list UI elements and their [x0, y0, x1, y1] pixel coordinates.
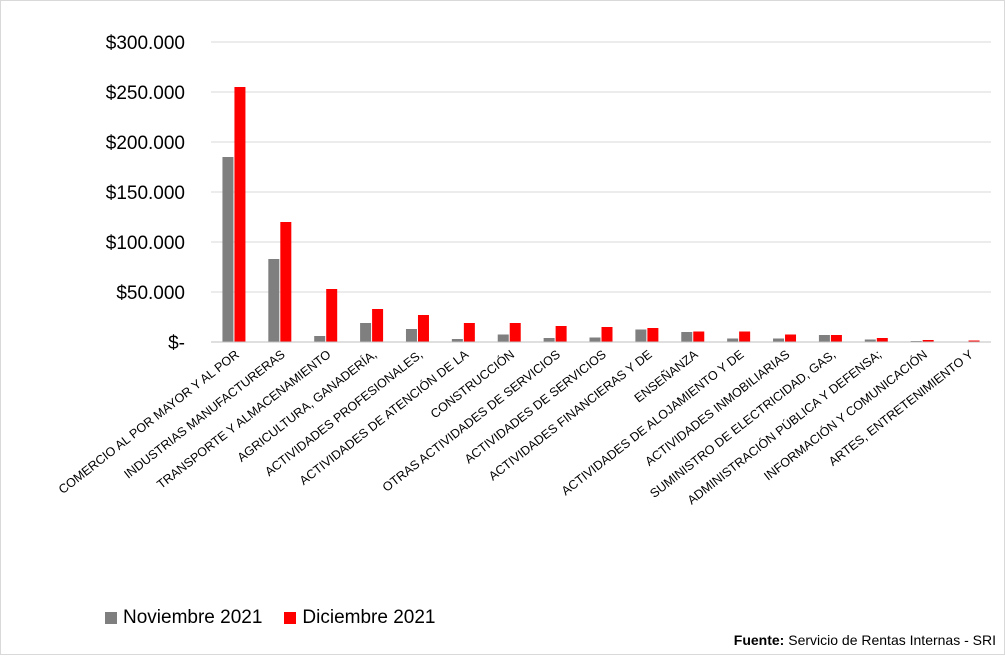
bar-noviembre — [589, 337, 601, 342]
bar-diciembre — [463, 323, 475, 342]
legend-label-noviembre: Noviembre 2021 — [123, 607, 263, 628]
bar-diciembre — [234, 87, 246, 342]
bar-diciembre — [785, 334, 797, 342]
bar-noviembre — [864, 339, 876, 342]
y-tick-label: $- — [168, 333, 185, 354]
bar-diciembre — [326, 289, 338, 342]
y-tick-label: $150.000 — [106, 183, 185, 204]
y-tick-label: $50.000 — [116, 283, 185, 304]
bar-noviembre — [727, 338, 739, 342]
bar-noviembre — [451, 339, 463, 342]
y-tick-label: $100.000 — [106, 233, 185, 254]
x-tick-label: ACTIVIDADES DE ATENCIÓN DE LA — [296, 346, 471, 488]
bar-diciembre — [922, 340, 934, 342]
bar-diciembre — [509, 323, 521, 342]
bar-noviembre — [314, 336, 326, 342]
bar-noviembre — [681, 332, 693, 342]
source-text: Servicio de Rentas Internas - SRI — [784, 632, 996, 648]
y-tick-label: $300.000 — [106, 33, 185, 54]
bar-diciembre — [417, 315, 429, 342]
bar-noviembre — [543, 338, 555, 342]
x-tick-label: CONSTRUCCIÓN — [427, 347, 517, 422]
bar-noviembre — [268, 259, 280, 342]
bar-noviembre — [405, 329, 417, 342]
legend-swatch-diciembre — [284, 612, 297, 624]
bar-diciembre — [601, 327, 613, 342]
legend-label-diciembre: Diciembre 2021 — [302, 607, 436, 628]
bar-diciembre — [739, 331, 751, 342]
bar-diciembre — [693, 331, 705, 342]
bar-diciembre — [876, 338, 888, 342]
legend-swatch-noviembre — [105, 612, 117, 624]
legend-item-noviembre: Noviembre 2021 — [105, 607, 262, 629]
bar-diciembre — [647, 328, 659, 342]
y-tick-label: $200.000 — [106, 133, 185, 154]
legend-item-diciembre: Diciembre 2021 — [284, 607, 436, 629]
legend: Noviembre 2021 Diciembre 2021 — [105, 607, 458, 629]
x-tick-label: COMERCIO AL POR MAYOR Y AL POR — [56, 347, 242, 496]
bar-noviembre — [635, 329, 647, 342]
bar-noviembre — [222, 157, 234, 342]
bar-diciembre — [555, 326, 567, 342]
x-tick-label: ACTIVIDADES FINANCIERAS Y DE — [486, 347, 655, 483]
y-tick-label: $250.000 — [106, 83, 185, 104]
x-tick-label: INFORMACIÓN Y COMUNICACIÓN — [761, 347, 930, 484]
bar-noviembre — [818, 335, 830, 342]
bar-diciembre — [372, 309, 384, 342]
bar-noviembre — [360, 323, 372, 342]
bar-diciembre — [280, 222, 292, 342]
source-note: Fuente: Servicio de Rentas Internas - SR… — [734, 632, 996, 648]
bar-noviembre — [497, 334, 509, 342]
bar-diciembre — [830, 335, 842, 342]
bar-diciembre — [968, 340, 980, 342]
bar-noviembre — [773, 338, 785, 342]
source-label: Fuente: — [733, 632, 785, 648]
